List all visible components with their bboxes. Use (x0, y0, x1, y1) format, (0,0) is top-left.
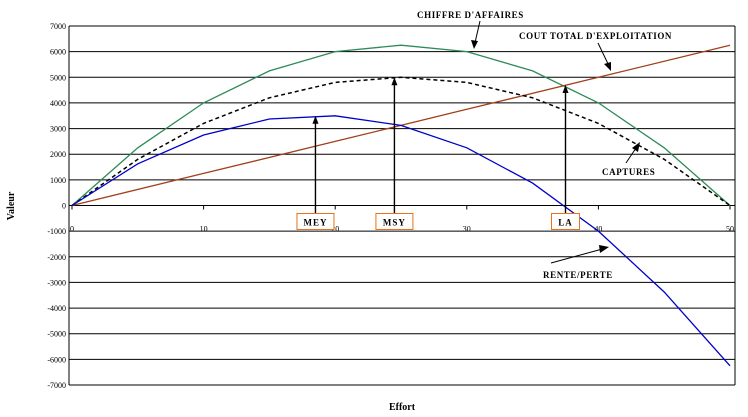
y-tick-label: 3000 (50, 125, 66, 134)
y-tick-label: 5000 (50, 73, 66, 82)
y-tick-label: 7000 (50, 22, 66, 31)
label-cout-total: COUT TOTAL D'EXPLOITATION (519, 31, 672, 41)
x-tick-label: 40 (594, 225, 602, 234)
x-tick-label: 50 (726, 225, 734, 234)
label-captures: CAPTURES (602, 167, 655, 177)
y-tick-labels: 7000 6000 5000 4000 3000 2000 1000 0 -1000 -2000 -… (47, 22, 66, 390)
series-lines (71, 44, 731, 367)
x-tick-label: 0 (70, 225, 74, 234)
arrow-rente-perte (550, 247, 607, 264)
markers: MEY MSY LA (296, 77, 580, 230)
label-rente-perte: RENTE/PERTE (543, 270, 613, 280)
series-line-2 (71, 76, 731, 207)
marker-arrowhead (562, 84, 569, 93)
x-axis-title: Effort (389, 402, 416, 413)
x-tick-label: 20 (331, 225, 339, 234)
y-tick-label: -2000 (47, 253, 66, 262)
arrowhead-cout-total (604, 62, 611, 71)
y-tick-label: 0 (62, 202, 66, 211)
y-tick-label: 2000 (50, 150, 66, 159)
marker-label: MSY (383, 218, 406, 228)
marker-box (296, 213, 335, 230)
y-tick-label: -7000 (47, 381, 66, 390)
y-tick-label: 4000 (50, 99, 66, 108)
x-tick-labels: 0 10 20 30 40 50 (70, 225, 734, 234)
arrowhead-chiffre-affaires (471, 40, 478, 49)
y-tick-label: -5000 (47, 330, 66, 339)
arrowhead-rente-perte (599, 245, 609, 253)
y-tick-label: -4000 (47, 304, 66, 313)
series-line-3 (71, 115, 731, 367)
grid-lines (68, 25, 736, 386)
marker-box (551, 213, 580, 230)
y-axis-title: Valeur (6, 191, 17, 220)
y-tick-label: -3000 (47, 278, 66, 287)
marker-arrowhead (391, 77, 398, 86)
y-tick-label: 1000 (50, 176, 66, 185)
x-tick-label: 10 (200, 225, 208, 234)
marker-box (375, 213, 414, 230)
arrowhead-captures (632, 142, 640, 152)
y-tick-label: 6000 (50, 48, 66, 57)
marker-label: LA (558, 218, 573, 228)
label-chiffre-affaires: CHIFFRE D'AFFAIRES (417, 10, 524, 20)
x-tick-label: 30 (463, 225, 471, 234)
marker-arrowhead (312, 115, 319, 124)
y-tick-label: -6000 (47, 355, 66, 364)
y-tick-label: -1000 (47, 227, 66, 236)
marker-label: MEY (303, 218, 327, 228)
series-line-0 (71, 44, 731, 206)
